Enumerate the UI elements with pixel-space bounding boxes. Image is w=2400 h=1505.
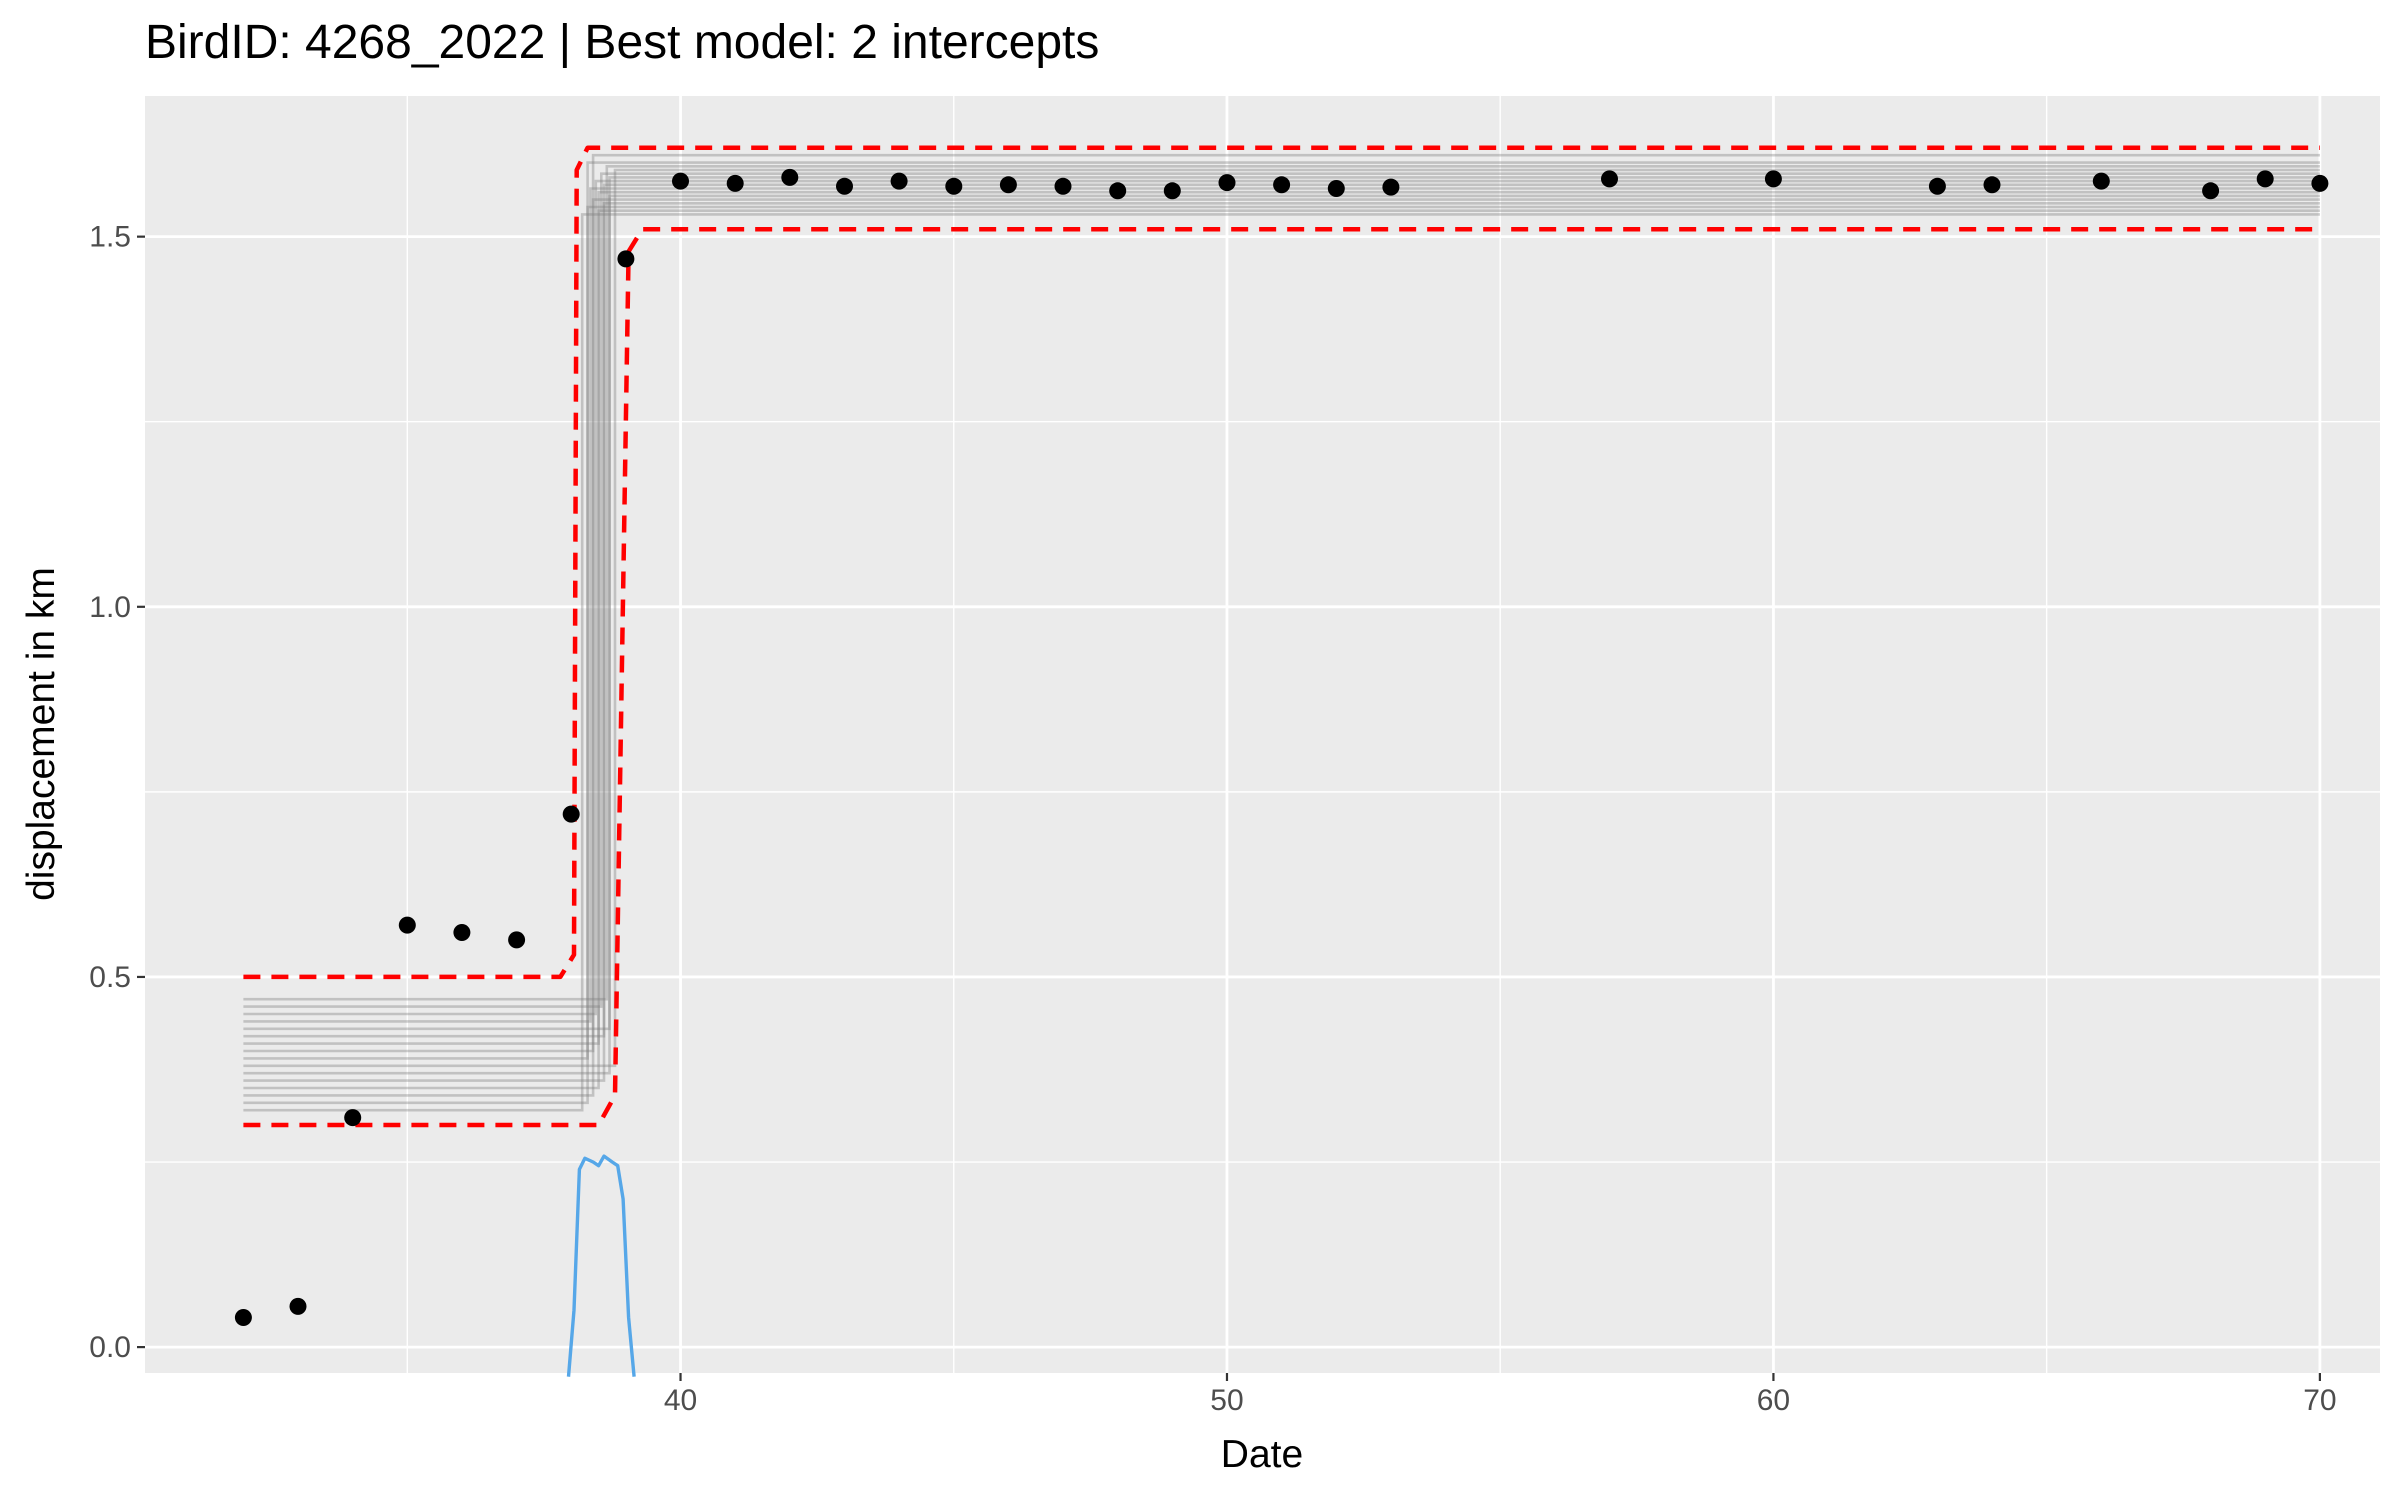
data-point: [781, 168, 799, 186]
data-point: [2256, 170, 2274, 188]
data-point: [1054, 177, 1072, 195]
observations: [234, 168, 2329, 1326]
model-draw-line: [243, 153, 2320, 1053]
axis-ticks: 40 50 60 70 0.0 0.5 1.0 1.5: [89, 221, 2336, 1417]
model-draw-line: [243, 194, 2320, 1031]
change-point-density: [566, 1154, 636, 1377]
data-point: [508, 931, 526, 949]
data-point: [289, 1297, 307, 1315]
data-point: [2092, 172, 2110, 190]
model-draw-line: [243, 179, 2320, 1016]
y-tick-label: 1.5: [89, 221, 131, 254]
chart-title: BirdID: 4268_2022 | Best model: 2 interc…: [145, 16, 1099, 69]
data-point: [1382, 178, 1400, 196]
plot-panel: [145, 96, 2380, 1373]
model-draws: [243, 153, 2320, 1112]
model-draw-line: [243, 172, 2320, 1008]
data-point: [672, 172, 689, 190]
credible-band-upper: [243, 145, 2320, 980]
data-point: [234, 1309, 252, 1326]
change-point-density-line: [566, 1154, 636, 1377]
data-point: [1327, 180, 1345, 197]
y-tick-label: 1.0: [89, 591, 131, 624]
x-tick-label: 50: [1210, 1384, 1243, 1417]
data-point: [1218, 174, 1236, 192]
data-point: [2202, 182, 2220, 200]
data-point: [1928, 177, 1946, 195]
y-axis-title: displacement in km: [20, 567, 63, 901]
model-draw-line: [243, 161, 2320, 1060]
y-tick-label: 0.5: [89, 961, 131, 994]
data-point: [562, 805, 580, 823]
model-draw-line: [243, 198, 2320, 1097]
model-draw-line: [243, 168, 2320, 1068]
model-draw-line: [243, 202, 2320, 1038]
x-tick-label: 40: [664, 1384, 697, 1417]
model-draw-line: [243, 209, 2320, 1045]
model-draw-line: [243, 205, 2320, 1105]
x-tick-label: 70: [2303, 1384, 2336, 1417]
data-point: [1163, 182, 1181, 200]
data-point: [344, 1109, 362, 1127]
x-tick-label: 60: [1757, 1384, 1790, 1417]
credible-band-lower: [243, 227, 2320, 1128]
grid: [145, 96, 2380, 1373]
data-point: [999, 176, 1017, 194]
model-draw-line: [243, 213, 2320, 1112]
data-point: [945, 177, 963, 195]
data-point: [2311, 174, 2329, 192]
data-point: [1764, 170, 1782, 188]
y-tick-label: 0.0: [89, 1331, 131, 1364]
model-draw-line: [243, 183, 2320, 1082]
data-point: [1983, 176, 2001, 194]
data-point: [453, 924, 471, 941]
model-draw-line: [243, 187, 2320, 1023]
model-draw-line: [243, 190, 2320, 1090]
data-point: [398, 916, 416, 934]
data-point: [890, 172, 908, 190]
credible-band: [243, 145, 2320, 1128]
data-point: [726, 174, 744, 192]
data-point: [836, 177, 853, 195]
data-point: [617, 250, 635, 268]
data-point: [1109, 182, 1127, 200]
x-axis-title: Date: [1221, 1433, 1303, 1476]
model-draw-line: [243, 165, 2320, 1001]
data-point: [1273, 176, 1291, 194]
data-point: [1601, 170, 1618, 188]
model-draw-line: [243, 176, 2320, 1075]
